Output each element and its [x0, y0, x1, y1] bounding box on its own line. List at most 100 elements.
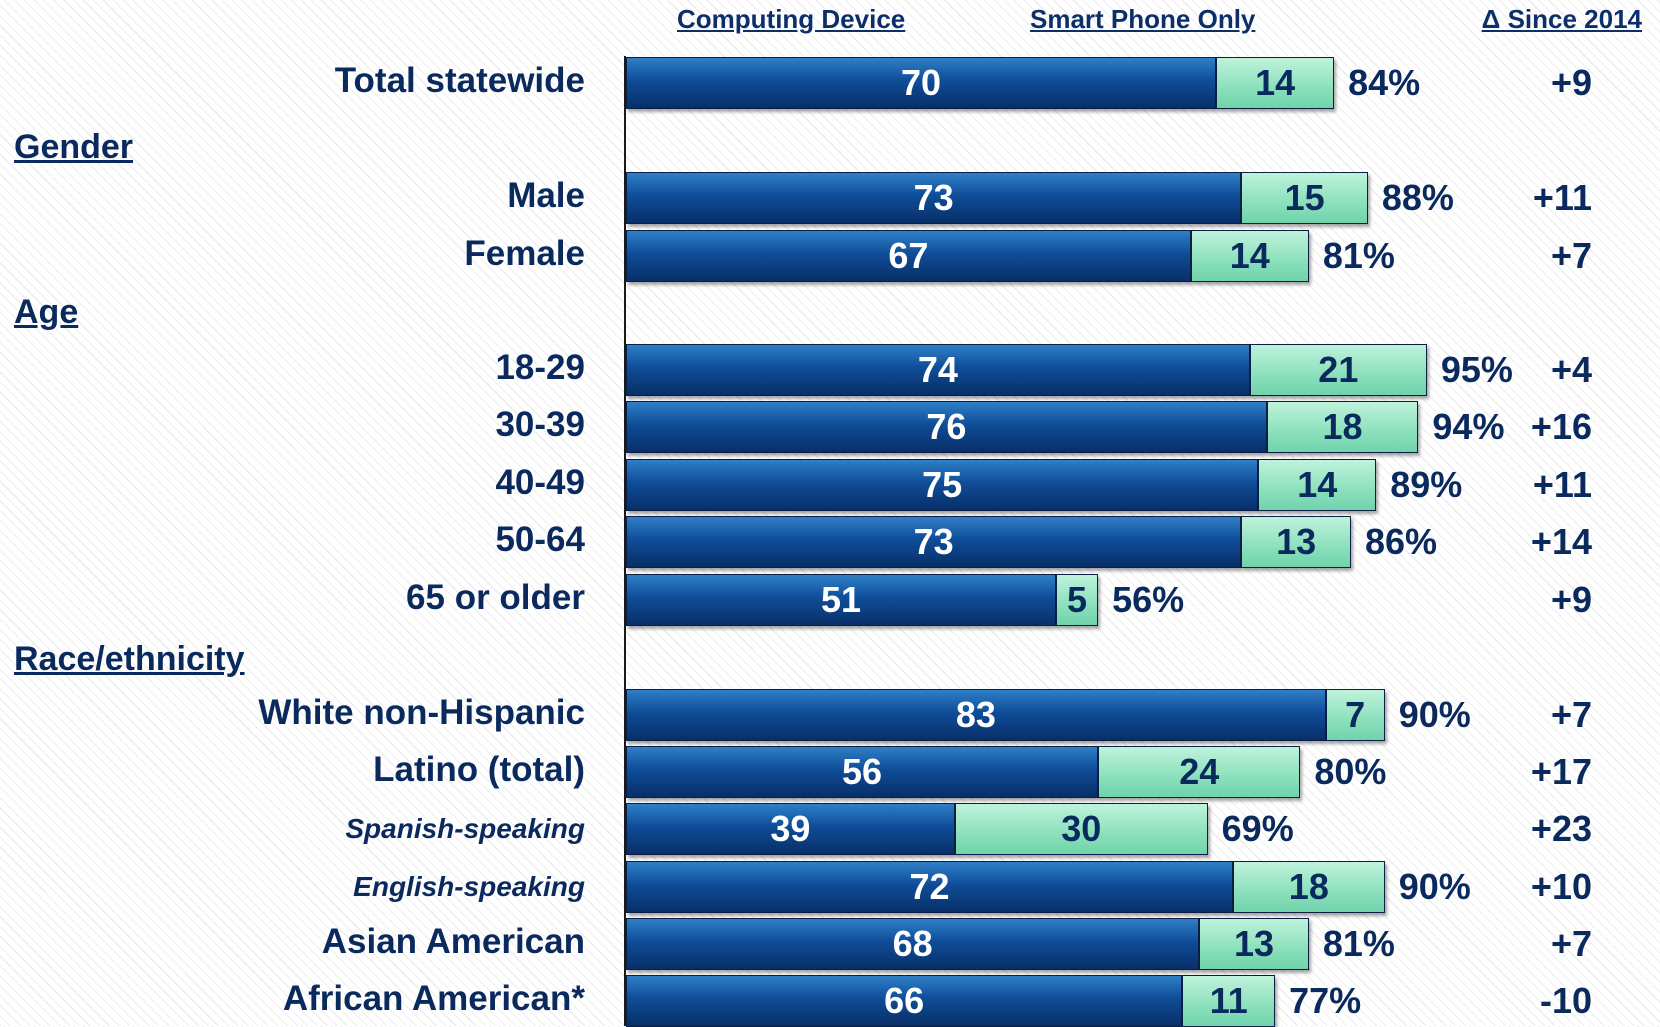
data-label-computing-device: 74: [917, 349, 958, 390]
data-label-smart-phone-only: 21: [1318, 349, 1359, 390]
bar-computing-device: [626, 172, 1242, 224]
bar-computing-device: [626, 57, 1217, 109]
delta-since-2014-value: +14: [1530, 521, 1592, 562]
delta-since-2014-value: +10: [1530, 866, 1592, 907]
row-label: Male: [507, 176, 585, 215]
bar-computing-device: [626, 689, 1326, 741]
total-percent-label: 88%: [1381, 177, 1454, 218]
delta-since-2014-value: +7: [1550, 694, 1592, 735]
bar-smart-phone-only: [1249, 344, 1427, 396]
delta-since-2014-value: +23: [1530, 808, 1592, 849]
delta-since-2014-value: +11: [1532, 177, 1592, 218]
bar-smart-phone-only: [1325, 689, 1385, 741]
total-percent-label: 90%: [1398, 694, 1471, 735]
delta-since-2014-value: +9: [1550, 579, 1592, 620]
data-label-smart-phone-only: 5: [1066, 579, 1087, 620]
total-percent-label: 90%: [1398, 866, 1471, 907]
row-label: English-speaking: [353, 871, 585, 902]
total-percent-label: 56%: [1112, 579, 1185, 620]
section-heading: Race/ethnicity: [14, 640, 245, 678]
delta-since-2014-value: -10: [1539, 980, 1592, 1021]
data-label-computing-device: 75: [922, 464, 963, 505]
data-label-smart-phone-only: 15: [1284, 177, 1325, 218]
data-label-smart-phone-only: 14: [1229, 235, 1270, 276]
header-delta-since-2014: Δ Since 2014: [1481, 4, 1642, 34]
bar-computing-device: [626, 401, 1267, 453]
section-heading: Age: [14, 293, 79, 331]
data-label-computing-device: 73: [913, 521, 954, 562]
data-label-computing-device: 70: [901, 62, 942, 103]
data-label-smart-phone-only: 7: [1345, 694, 1366, 735]
data-label-smart-phone-only: 18: [1288, 866, 1329, 907]
data-label-smart-phone-only: 18: [1322, 406, 1363, 447]
total-percent-label: 89%: [1390, 464, 1463, 505]
data-label-computing-device: 73: [913, 177, 954, 218]
total-percent-label: 80%: [1314, 751, 1387, 792]
data-label-computing-device: 67: [888, 235, 929, 276]
bar-smart-phone-only: [1258, 459, 1377, 511]
axis-baseline: [624, 56, 626, 1026]
bar-computing-device: [626, 918, 1200, 970]
data-label-smart-phone-only: 14: [1297, 464, 1338, 505]
bar-smart-phone-only: [954, 803, 1208, 855]
row-label: 40-49: [495, 463, 585, 502]
bar-computing-device: [626, 574, 1056, 626]
data-label-smart-phone-only: 11: [1209, 980, 1248, 1021]
bar-smart-phone-only: [1266, 401, 1419, 453]
row-label: Asian American: [321, 922, 585, 961]
total-percent-label: 94%: [1432, 406, 1505, 447]
bar-smart-phone-only: [1055, 574, 1099, 626]
data-label-smart-phone-only: 13: [1276, 521, 1317, 562]
data-label-computing-device: 51: [820, 579, 861, 620]
row-label: Spanish-speaking: [345, 813, 585, 844]
section-heading: Gender: [14, 128, 134, 166]
bar-computing-device: [626, 459, 1259, 511]
delta-since-2014-value: +17: [1530, 751, 1592, 792]
total-percent-label: 95%: [1440, 349, 1513, 390]
data-label-smart-phone-only: 30: [1061, 808, 1102, 849]
data-label-computing-device: 39: [770, 808, 811, 849]
row-label: 50-64: [495, 520, 585, 559]
bar-computing-device: [626, 344, 1250, 396]
bar-computing-device: [626, 861, 1233, 913]
total-percent-label: 81%: [1322, 923, 1395, 964]
total-percent-label: 69%: [1221, 808, 1294, 849]
bar-smart-phone-only: [1241, 172, 1368, 224]
bar-computing-device: [626, 516, 1242, 568]
bar-computing-device: [626, 803, 955, 855]
bar-smart-phone-only: [1232, 861, 1385, 913]
delta-since-2014-value: +16: [1530, 406, 1592, 447]
row-label: White non-Hispanic: [258, 693, 585, 732]
data-label-computing-device: 76: [926, 406, 967, 447]
delta-since-2014-value: +11: [1532, 464, 1592, 505]
row-label: African American*: [282, 979, 585, 1018]
data-label-computing-device: 68: [892, 923, 933, 964]
data-label-smart-phone-only: 13: [1234, 923, 1275, 964]
bar-smart-phone-only: [1199, 918, 1309, 970]
total-percent-label: 84%: [1348, 62, 1421, 103]
header-computing-device: Computing Device: [677, 4, 906, 34]
row-label: Total statewide: [334, 61, 585, 100]
total-percent-label: 77%: [1289, 980, 1362, 1021]
bar-computing-device: [626, 975, 1183, 1027]
bar-computing-device: [626, 746, 1099, 798]
bar-smart-phone-only: [1190, 230, 1309, 282]
data-label-computing-device: 83: [955, 694, 996, 735]
row-label: 18-29: [495, 348, 585, 387]
row-label: 65 or older: [406, 578, 585, 617]
row-label: Female: [464, 234, 585, 273]
bar-computing-device: [626, 230, 1191, 282]
header-smart-phone-only: Smart Phone Only: [1030, 4, 1256, 34]
data-label-computing-device: 56: [842, 751, 883, 792]
total-percent-label: 86%: [1364, 521, 1438, 562]
data-label-computing-device: 72: [909, 866, 950, 907]
data-label-smart-phone-only: 24: [1179, 751, 1220, 792]
bar-smart-phone-only: [1216, 57, 1335, 109]
bar-smart-phone-only: [1241, 516, 1351, 568]
row-label: Latino (total): [373, 750, 585, 789]
delta-since-2014-value: +7: [1550, 235, 1592, 276]
delta-since-2014-value: +9: [1550, 62, 1592, 103]
total-percent-label: 81%: [1322, 235, 1395, 276]
data-label-smart-phone-only: 14: [1255, 62, 1296, 103]
